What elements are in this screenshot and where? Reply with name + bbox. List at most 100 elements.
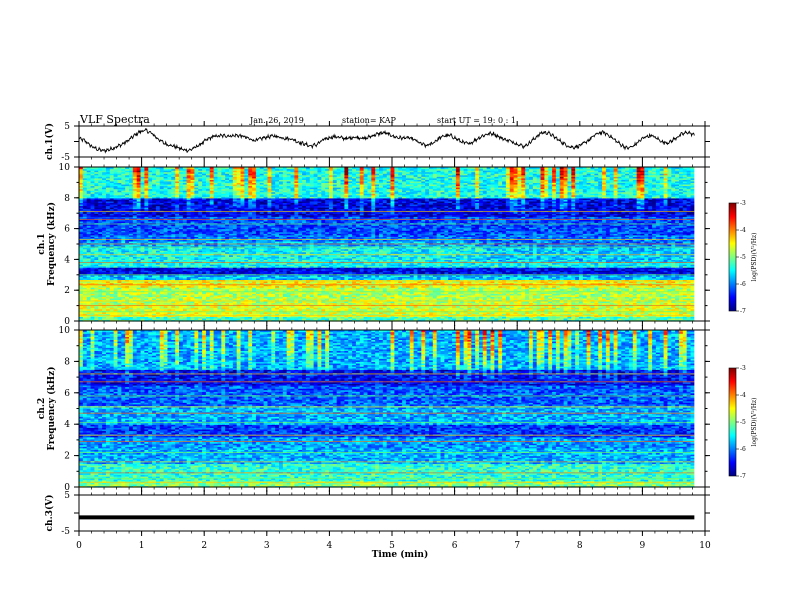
spectrogram-cell [140, 305, 145, 308]
spectrogram-cell [617, 307, 622, 310]
spectrogram-cell [563, 307, 569, 310]
spectrogram-cell [640, 317, 645, 321]
spectrogram-cell [467, 305, 472, 308]
spectrogram-cell [552, 317, 557, 321]
spectrogram-cell [609, 311, 615, 314]
spectrogram-cell [394, 317, 399, 321]
spectrogram-cell [409, 305, 415, 308]
spectrogram-cell [628, 313, 634, 316]
spectrogram-cell [105, 304, 111, 307]
spectrogram-cell [455, 316, 461, 319]
spectrogram-cell [336, 313, 342, 316]
spectrogram-cell [259, 307, 265, 310]
spectrogram-cell [348, 311, 353, 314]
spectrogram-cell [98, 310, 103, 313]
spectrogram-cell [586, 316, 592, 319]
spectrogram-cell [540, 316, 545, 319]
spectrogram-cell [144, 311, 149, 314]
spectrogram-cell [632, 310, 638, 313]
spectrogram-cell [309, 316, 315, 319]
spectrogram-cell [682, 305, 688, 308]
spectrogram-cell [213, 311, 219, 314]
spectrogram-cell [398, 316, 403, 319]
spectrogram-cell [79, 310, 84, 313]
spectrogram-cell [482, 313, 488, 316]
spectrogram-cell [94, 310, 99, 313]
spectrogram-cell [317, 311, 322, 314]
spectrogram-cell [132, 313, 138, 316]
spectrogram-cell [213, 305, 219, 308]
spectrogram-cell [259, 308, 265, 311]
spectrogram-cell [502, 311, 507, 314]
spectrogram-cell [171, 310, 176, 313]
spectrogram-cell [359, 313, 365, 316]
spectrogram-cell [259, 305, 265, 308]
spectrogram-cell [528, 308, 534, 311]
spectrogram-cell [79, 305, 84, 308]
spectrogram-cell [528, 313, 534, 316]
spectrogram-cell [559, 304, 565, 307]
spectrogram-cell [348, 304, 353, 307]
spectrogram-cell [217, 316, 222, 319]
spectrogram-cell [371, 310, 376, 313]
spectrogram-cell [82, 307, 88, 310]
spectrogram-cell [667, 307, 672, 310]
spectrogram-cell [98, 308, 103, 311]
spectrogram-cell [548, 307, 553, 310]
spectrogram-cell [513, 317, 519, 321]
spectrogram-cell [102, 308, 107, 311]
spectrogram-cell [544, 304, 549, 307]
spectrogram-cell [509, 308, 515, 311]
spectrogram-cell [398, 308, 403, 311]
spectrogram-cell [144, 304, 149, 307]
panel-frame [78, 125, 706, 158]
spectrogram-cell [486, 305, 492, 308]
spectrogram-cell [563, 313, 569, 316]
spectrogram-cell [352, 311, 357, 314]
spectrogram-cell [209, 308, 215, 311]
spectrogram-cell [628, 316, 634, 319]
spectrogram-cell [455, 317, 461, 321]
spectrogram-cell [94, 317, 99, 321]
spectrogram-cell [259, 316, 265, 319]
spectrogram-cell [132, 305, 138, 308]
spectrogram-cell [209, 311, 215, 314]
spectrogram-cell [194, 317, 199, 321]
spectrogram-cell [371, 313, 376, 316]
spectrogram-cell [221, 316, 226, 319]
spectrogram-cell [636, 305, 642, 308]
spectrogram-cell [502, 316, 507, 319]
spectrogram-cell [363, 307, 369, 310]
spectrogram-cell [613, 316, 619, 319]
spectrogram-cell [105, 311, 111, 314]
spectrogram-cell [325, 307, 330, 310]
spectrogram-cell [102, 307, 107, 310]
spectrogram-cell [405, 304, 411, 307]
spectrogram-cell [678, 316, 684, 319]
spectrogram-cell [521, 307, 526, 310]
spectrogram-cell [378, 310, 384, 313]
spectrogram-cell [271, 311, 276, 314]
spectrogram-cell [232, 308, 238, 311]
spectrogram-cell [305, 317, 311, 321]
spectrogram-cell [428, 308, 434, 311]
spectrogram-cell [602, 316, 607, 319]
spectrogram-cell [278, 304, 284, 307]
spectrogram-cell [79, 317, 84, 321]
spectrogram-cell [367, 317, 372, 321]
spectrogram-cell [405, 307, 411, 310]
spectrogram-cell [282, 316, 288, 319]
spectrogram-cell [175, 316, 180, 319]
spectrogram-cell [528, 311, 534, 314]
spectrogram-cell [632, 313, 638, 316]
spectrogram-cell [525, 316, 530, 319]
spectrogram-cell [678, 305, 684, 308]
spectrogram-cell [605, 305, 611, 308]
spectrogram-cell [125, 317, 130, 321]
spectrogram-cell [690, 313, 695, 316]
spectrogram-cell [248, 308, 253, 311]
spectrogram-cell [182, 308, 188, 311]
spectrogram-cell [502, 304, 507, 307]
spectrogram-cell [309, 310, 315, 313]
spectrogram-cell [663, 317, 669, 321]
